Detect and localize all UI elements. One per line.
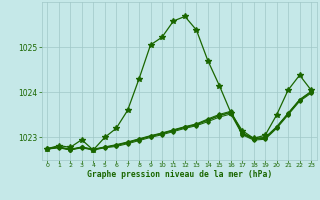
X-axis label: Graphe pression niveau de la mer (hPa): Graphe pression niveau de la mer (hPa) [87,170,272,179]
